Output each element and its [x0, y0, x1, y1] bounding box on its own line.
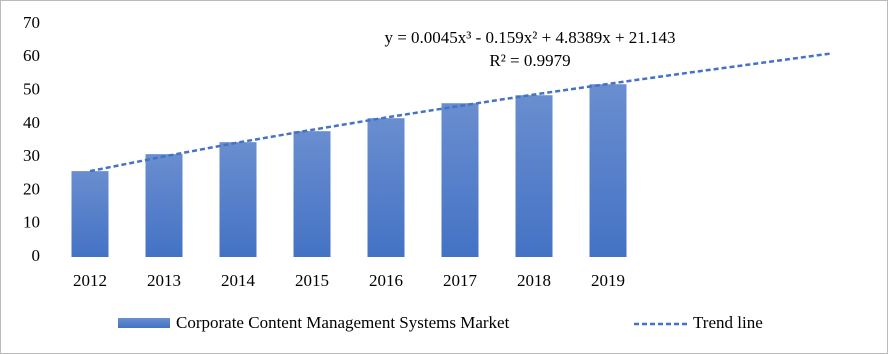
- y-tick-label: 40: [23, 113, 40, 132]
- legend-swatch: [118, 318, 170, 328]
- y-tick-label: 70: [23, 13, 40, 32]
- bar: [145, 154, 183, 257]
- bar: [293, 131, 331, 257]
- y-tick-label: 10: [23, 213, 40, 232]
- x-tick-label: 2014: [221, 271, 256, 290]
- y-tick-label: 30: [23, 146, 40, 165]
- bar: [589, 84, 627, 257]
- y-tick-label: 60: [23, 46, 40, 65]
- bar: [71, 171, 109, 257]
- bar: [219, 142, 257, 257]
- bar: [441, 103, 479, 257]
- x-tick-label: 2018: [517, 271, 551, 290]
- trend-equation: y = 0.0045x³ - 0.159x² + 4.8389x + 21.14…: [384, 28, 675, 47]
- y-tick-label: 0: [32, 246, 41, 265]
- bar: [367, 118, 405, 257]
- legend-label: Corporate Content Management Systems Mar…: [176, 313, 510, 332]
- y-tick-label: 20: [23, 179, 40, 198]
- x-tick-label: 2019: [591, 271, 625, 290]
- trend-line: [89, 52, 831, 173]
- x-tick-label: 2012: [73, 271, 107, 290]
- bar: [515, 95, 553, 257]
- x-tick-label: 2016: [369, 271, 403, 290]
- x-tick-label: 2013: [147, 271, 181, 290]
- x-tick-label: 2015: [295, 271, 329, 290]
- y-tick-label: 50: [23, 79, 40, 98]
- x-tick-label: 2017: [443, 271, 478, 290]
- legend-label: Trend line: [693, 313, 763, 332]
- r-squared: R² = 0.9979: [489, 51, 570, 70]
